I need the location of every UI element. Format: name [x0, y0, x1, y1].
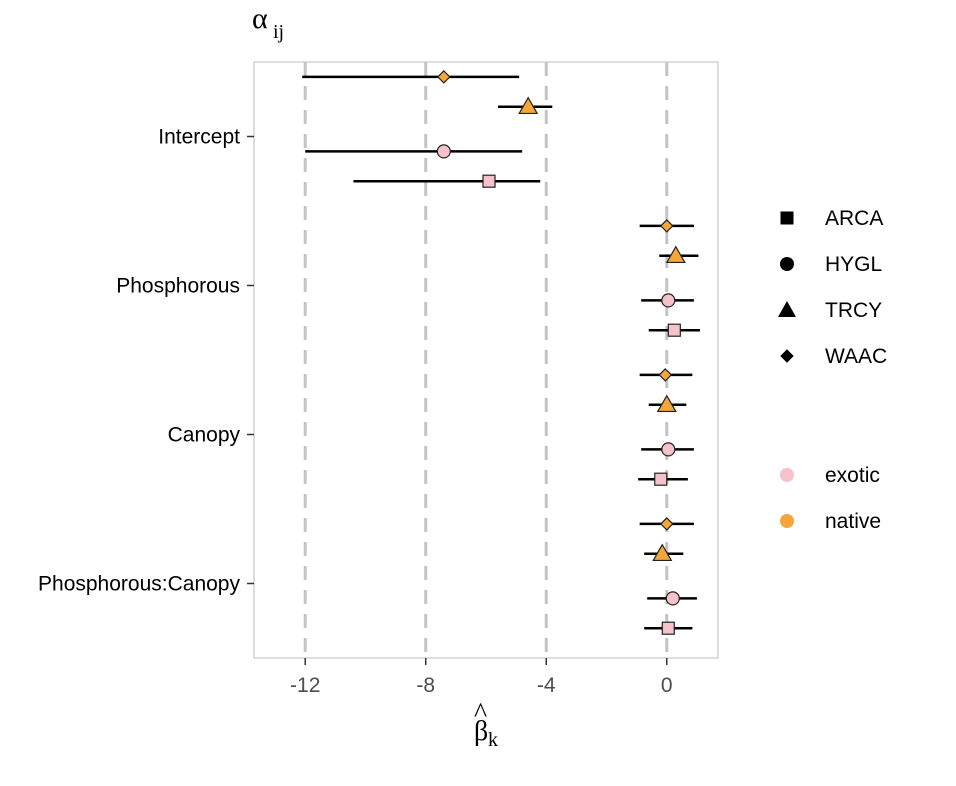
legend: ARCA HYGL TRCY WAAC exotic native — [778, 207, 887, 533]
x-tick-label: -8 — [416, 674, 435, 697]
xlabel-main: β — [474, 716, 488, 747]
point-hygl — [661, 442, 676, 457]
legend-key-exotic — [780, 468, 794, 482]
point-hygl — [436, 144, 451, 159]
legend-key-native — [780, 514, 794, 528]
legend-label-trcy: TRCY — [825, 299, 882, 322]
point-trcy — [665, 245, 686, 264]
y-tick-label: Canopy — [168, 424, 241, 447]
point-waac — [658, 368, 673, 382]
title-subscript: ij — [273, 21, 284, 43]
x-tick-label: 0 — [661, 674, 673, 697]
point-trcy — [518, 96, 539, 115]
point-hygl — [665, 591, 680, 606]
legend-key-trcy — [778, 301, 796, 317]
reference-lines — [303, 62, 669, 658]
legend-key-arca — [780, 211, 794, 225]
point-hygl — [661, 293, 676, 308]
legend-key-waac — [780, 349, 794, 363]
legend-key-hygl — [780, 257, 794, 271]
x-axis-title: β ^ k — [474, 698, 498, 751]
legend-label-hygl: HYGL — [825, 253, 882, 276]
x-tick-label: -4 — [537, 674, 556, 697]
title-main: α — [252, 2, 268, 35]
axes: -12 -8 -4 0 Intercept Phosphorous Canopy Phosph… — [38, 126, 673, 698]
point-waac — [659, 517, 674, 531]
point-arca — [654, 472, 668, 486]
plot-panel — [253, 61, 719, 659]
chart-title: α ij — [252, 2, 284, 43]
legend-label-waac: WAAC — [825, 345, 887, 368]
point-waac — [436, 70, 451, 84]
point-arca — [482, 174, 496, 188]
y-tick-label: Intercept — [158, 126, 240, 149]
xlabel-subscript: k — [488, 729, 498, 751]
xlabel-hat: ^ — [474, 698, 487, 729]
point-waac — [659, 219, 674, 233]
point-arca — [667, 323, 681, 337]
legend-label-exotic: exotic — [825, 464, 880, 487]
point-arca — [661, 621, 675, 635]
data-marks — [302, 70, 700, 635]
y-tick-label: Phosphorous:Canopy — [38, 573, 240, 596]
point-trcy — [656, 394, 677, 413]
legend-label-arca: ARCA — [825, 207, 883, 230]
legend-label-native: native — [825, 510, 881, 533]
point-trcy — [652, 543, 673, 562]
y-tick-label: Phosphorous — [116, 275, 240, 298]
x-tick-label: -12 — [290, 674, 320, 697]
